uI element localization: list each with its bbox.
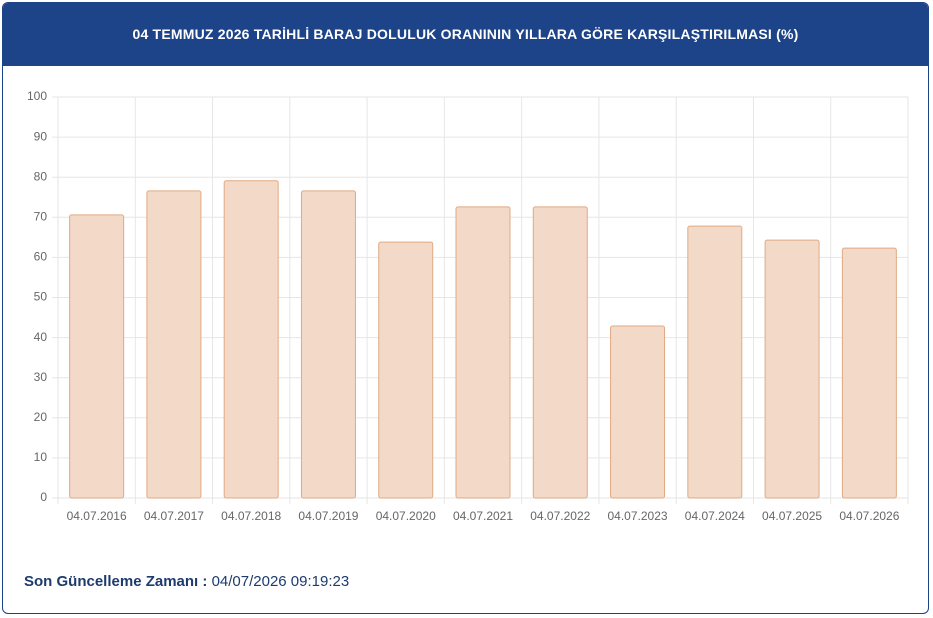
- bar: [146, 190, 202, 499]
- x-tick-label: 04.07.2019: [298, 509, 358, 523]
- chart-title: 04 TEMMUZ 2026 TARİHLİ BARAJ DOLULUK ORA…: [3, 3, 928, 66]
- x-tick-label: 04.07.2024: [685, 509, 745, 523]
- bar: [687, 225, 743, 499]
- footer: Son Güncelleme Zamanı : 04/07/2026 09:19…: [24, 573, 349, 590]
- bar: [378, 241, 434, 499]
- y-tick-label: 20: [34, 410, 48, 424]
- bar: [455, 206, 511, 499]
- y-tick-label: 90: [34, 129, 48, 143]
- x-tick-label: 04.07.2016: [67, 509, 127, 523]
- bar: [532, 206, 588, 499]
- y-tick-label: 10: [34, 450, 48, 464]
- bar: [300, 190, 356, 499]
- y-tick-label: 0: [40, 490, 47, 504]
- x-tick-label: 04.07.2021: [453, 509, 513, 523]
- bar: [764, 239, 820, 499]
- x-tick-label: 04.07.2022: [530, 509, 590, 523]
- y-tick-label: 40: [34, 330, 48, 344]
- y-tick-label: 60: [34, 250, 48, 264]
- x-tick-label: 04.07.2020: [376, 509, 436, 523]
- y-tick-label: 50: [34, 290, 48, 304]
- x-tick-label: 04.07.2023: [608, 509, 668, 523]
- y-tick-label: 30: [34, 370, 48, 384]
- bar: [69, 214, 125, 499]
- bar: [610, 325, 666, 499]
- y-tick-label: 80: [34, 169, 48, 183]
- footer-value: 04/07/2026 09:19:23: [211, 573, 350, 590]
- bar: [841, 247, 897, 499]
- y-tick-label: 100: [27, 89, 47, 103]
- x-tick-label: 04.07.2025: [762, 509, 822, 523]
- x-tick-label: 04.07.2018: [221, 509, 281, 523]
- x-tick-label: 04.07.2026: [839, 509, 899, 523]
- footer-label: Son Güncelleme Zamanı :: [24, 573, 208, 590]
- x-tick-label: 04.07.2017: [144, 509, 204, 523]
- y-tick-label: 70: [34, 209, 48, 223]
- bar: [223, 180, 279, 499]
